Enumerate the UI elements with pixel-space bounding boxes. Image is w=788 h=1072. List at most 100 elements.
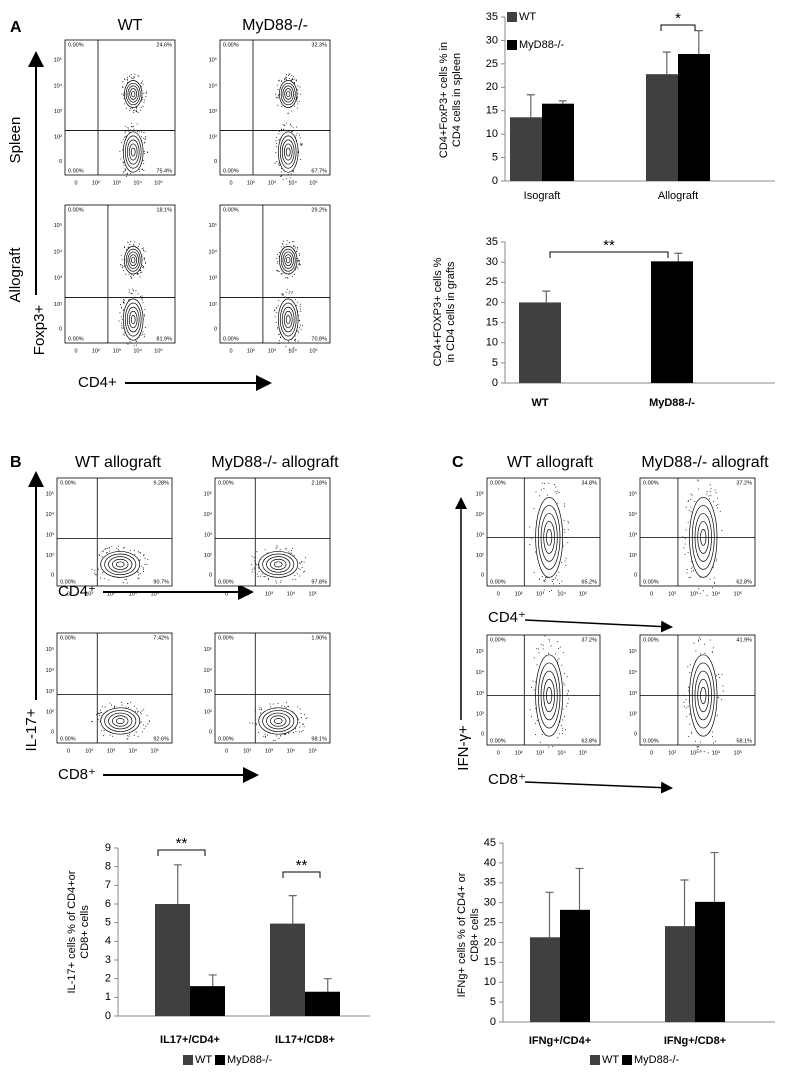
event-dot [127,76,129,78]
event-dot [250,564,252,566]
event-dot [697,746,699,748]
event-dot [123,546,125,548]
y-tick-label: 20 [486,81,498,93]
event-dot [299,708,301,710]
event-dot [143,315,145,317]
event-dot [544,579,546,581]
event-dot [293,246,295,248]
quadrant-percent: 70.8% [311,336,327,342]
contour [100,707,141,735]
x-axis-label: CD4⁺ [488,609,526,626]
event-dot [143,314,145,316]
event-dot [267,578,269,580]
event-dot [141,731,143,733]
event-dot [133,290,135,292]
flow-x-tick-label: 10⁴ [287,747,296,754]
event-dot [141,295,143,297]
contour [129,254,138,267]
event-dot [539,495,541,497]
flow-x-tick-label: 0 [74,348,77,354]
y-axis-label: CD4+FoxP3+ cells % in [438,42,450,158]
contour [273,561,283,568]
event-dot [561,580,563,582]
event-dot [277,104,279,106]
quadrant-percent: 2.18% [311,480,327,486]
event-dot [145,92,147,94]
event-dot [256,551,258,553]
flow-y-tick-label: 10² [209,302,217,308]
event-dot [536,664,538,666]
event-dot [125,135,127,137]
event-dot [557,589,559,591]
y-tick-label: 1 [105,991,111,1003]
event-dot [136,123,138,125]
event-dot [261,709,263,711]
contour [279,246,298,275]
event-dot [697,749,699,751]
event-dot [541,576,543,578]
event-dot [127,127,129,129]
flow-x-tick-label: 10⁵ [734,590,742,597]
event-dot [554,483,556,485]
contour [543,521,555,554]
event-dot [689,664,691,666]
contour [285,147,291,157]
flow-x-tick-label: 10⁵ [579,590,587,597]
y-tick-label: 7 [105,879,111,891]
event-dot [561,562,563,564]
flow-y-tick-label: 10² [54,302,62,308]
event-dot [288,733,290,735]
event-dot [301,144,303,146]
event-dot [299,137,301,139]
event-dot [126,173,128,175]
quadrant-percent: 0.00% [643,579,659,585]
flow-y-tick-label: 0 [214,159,217,165]
flow-y-tick-label: 10³ [629,691,637,697]
event-dot [558,583,560,585]
event-dot [303,726,305,728]
event-dot [273,739,275,741]
event-dot [567,703,569,705]
event-dot [291,125,293,127]
event-dot [714,582,716,584]
y-axis-label: CD8+ cells [469,908,481,962]
event-dot [295,79,297,81]
event-dot [140,721,142,723]
event-dot [541,733,543,735]
event-dot [533,689,535,691]
event-dot [136,341,138,343]
event-dot [683,705,685,707]
event-dot [300,328,302,330]
legend-label: WT [195,1054,212,1066]
event-dot [277,702,279,704]
quadrant-percent: 0.00% [60,736,76,742]
event-dot [299,563,301,565]
contour [128,310,138,329]
event-dot [709,639,711,641]
event-dot [711,731,713,733]
event-dot [303,714,305,716]
flow-y-tick-label: 10⁴ [629,511,638,518]
event-dot [94,572,96,574]
event-dot [130,293,132,295]
event-dot [565,705,567,707]
event-dot [255,563,257,565]
flow-x-tick-label: 10² [247,180,255,186]
event-dot [138,245,140,247]
contour [124,246,143,275]
contour [285,315,291,325]
event-dot [686,568,688,570]
flow-x-tick-label: 0 [650,591,653,597]
event-dot [296,126,298,128]
event-dot [690,511,692,513]
event-dot [122,265,124,267]
error-bar [694,29,703,55]
quadrant-percent: 92.6% [153,736,169,742]
contour [130,315,136,325]
y-tick-label: 10 [486,337,498,349]
event-dot [291,292,293,294]
event-dot [276,136,278,138]
event-dot [282,272,284,274]
event-dot [564,560,566,562]
event-dot [277,270,279,272]
